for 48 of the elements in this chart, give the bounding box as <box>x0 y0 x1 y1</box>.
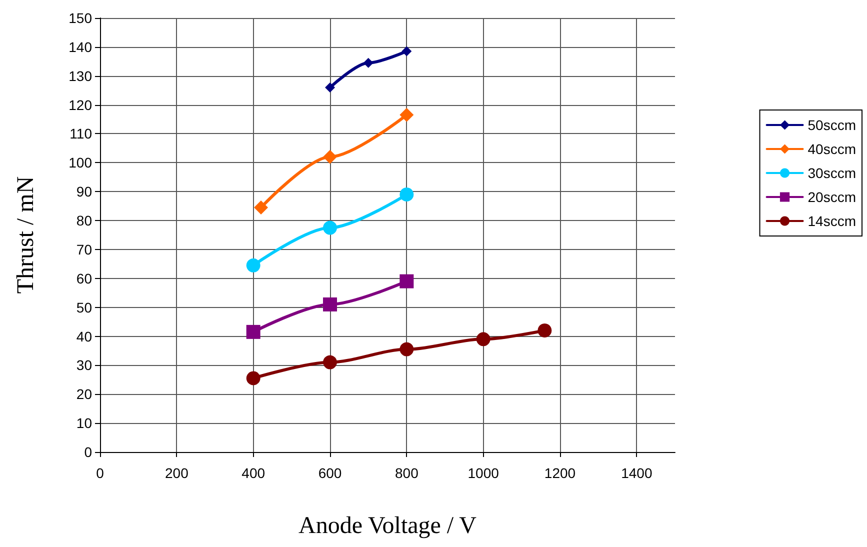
legend-label: 40sccm <box>808 141 856 157</box>
y-axis-title: Thrust / mN <box>13 176 39 294</box>
point <box>246 258 260 272</box>
legend-label: 30sccm <box>808 165 856 181</box>
y-tick-label: 140 <box>68 38 92 55</box>
x-tick-label: 200 <box>164 465 189 481</box>
point <box>323 220 337 235</box>
point <box>476 332 490 346</box>
x-tick-label: 1000 <box>468 465 500 481</box>
point <box>323 355 337 370</box>
y-tick-label: 30 <box>76 357 92 374</box>
x-axis-title: Anode Voltage / V <box>298 513 478 539</box>
y-tick-label: 40 <box>76 328 92 344</box>
point <box>400 342 414 356</box>
x-tick-label: 600 <box>318 465 342 481</box>
point <box>400 108 414 122</box>
point <box>246 371 260 386</box>
point <box>325 82 335 92</box>
x-tick-label: 1200 <box>544 465 576 481</box>
point <box>254 200 268 215</box>
legend-label: 14sccm <box>808 213 856 229</box>
y-tick-label: 80 <box>76 212 92 229</box>
point <box>538 323 552 338</box>
y-tick-label: 0 <box>84 444 92 460</box>
x-tick-label: 800 <box>394 465 419 481</box>
point <box>323 150 337 164</box>
point <box>402 46 412 56</box>
y-tick-label: 100 <box>68 154 92 171</box>
y-tick-label: 90 <box>76 184 92 200</box>
x-tick-label: 400 <box>242 465 266 481</box>
y-tick-label: 70 <box>76 241 92 258</box>
point <box>246 324 260 339</box>
point <box>323 297 337 312</box>
y-tick-label: 150 <box>68 10 92 26</box>
y-tick-label: 130 <box>68 68 92 84</box>
y-tick-label: 120 <box>68 96 92 113</box>
legend-label: 20sccm <box>808 189 856 205</box>
x-tick-label: 0 <box>96 465 104 481</box>
y-tick-label: 60 <box>76 270 92 286</box>
point <box>400 274 414 288</box>
point <box>363 58 374 68</box>
y-tick-label: 20 <box>76 386 92 402</box>
y-tick-label: 110 <box>70 126 92 142</box>
y-tick-label: 50 <box>76 299 92 316</box>
y-tick-label: 10 <box>76 415 92 432</box>
x-tick-label: 1400 <box>621 465 652 481</box>
legend-label: 50sccm <box>808 117 856 133</box>
point <box>400 187 414 202</box>
